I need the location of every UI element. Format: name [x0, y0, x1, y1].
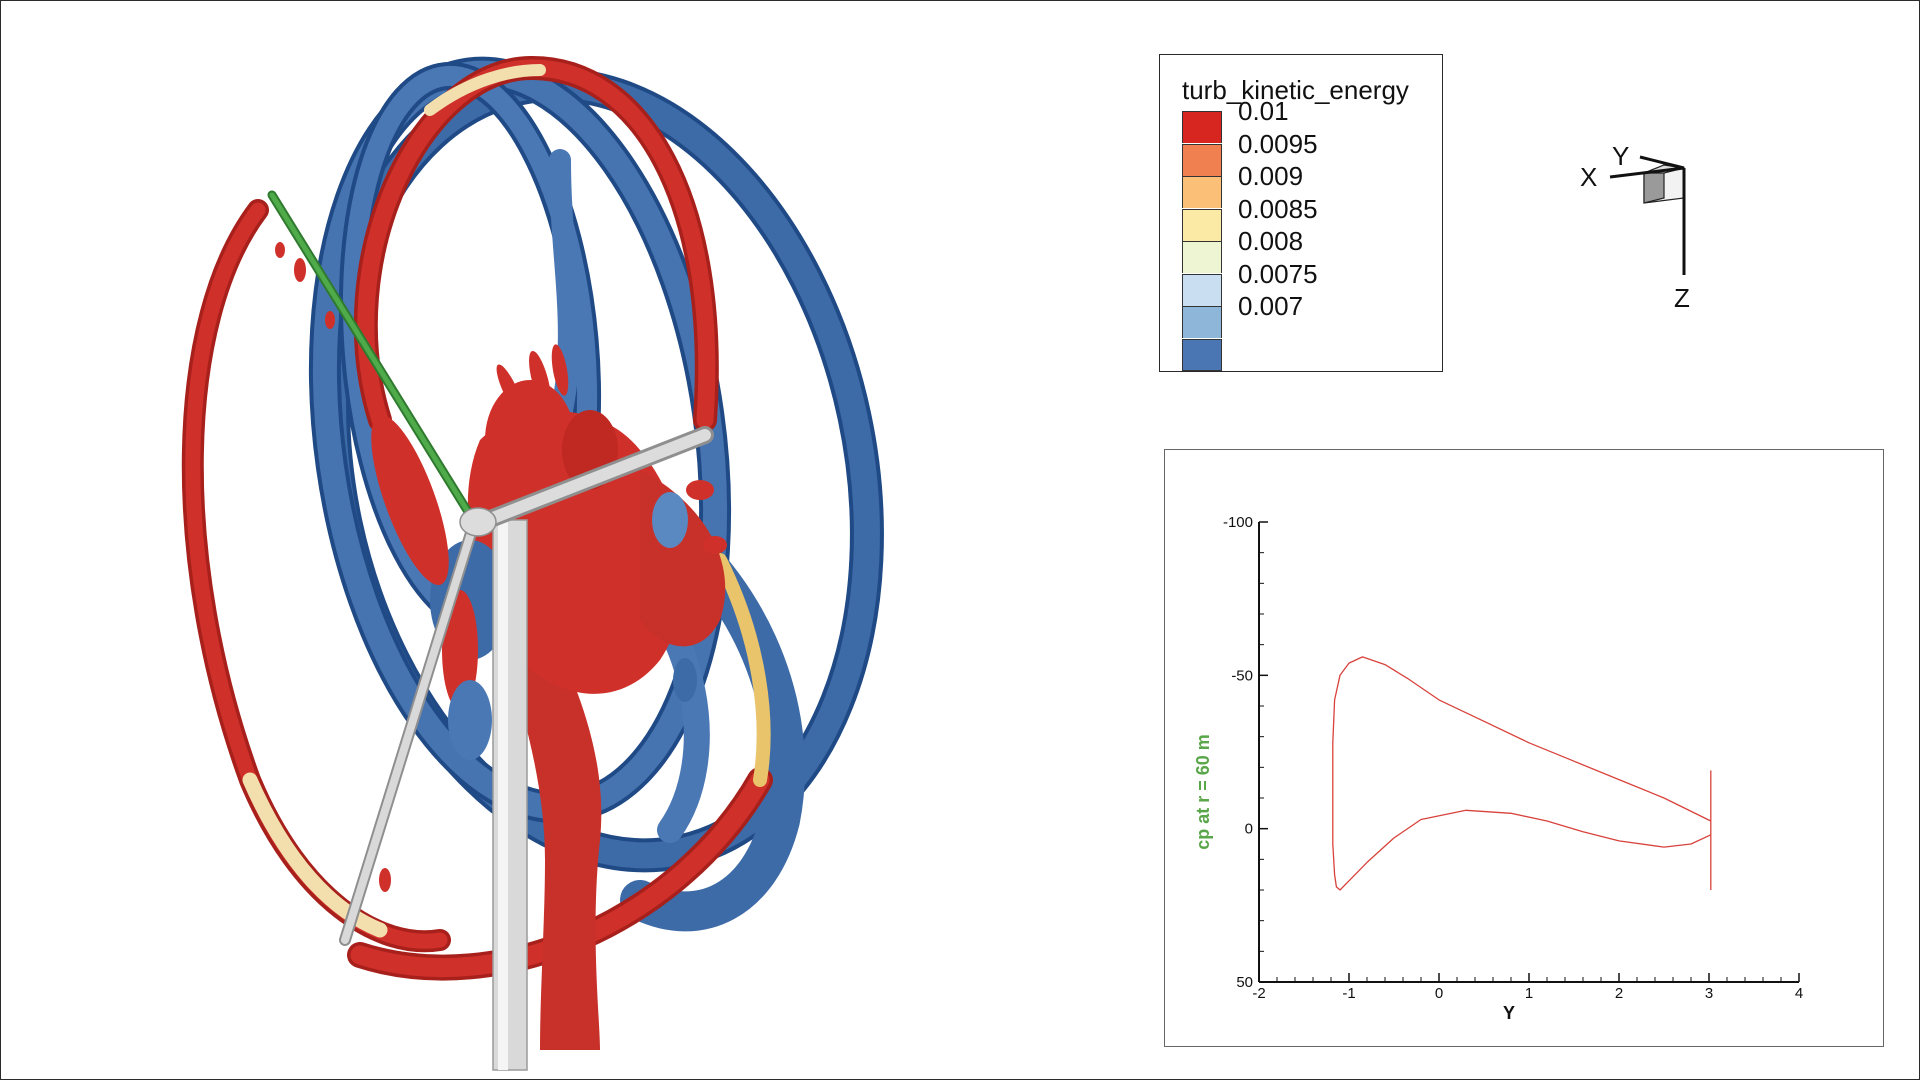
legend-row [1182, 338, 1422, 371]
turbine-tower [492, 519, 528, 1071]
red-vortex-side-bright [713, 553, 771, 787]
legend-swatch [1182, 306, 1222, 338]
axis-triad[interactable]: X Y Z [1560, 135, 1710, 325]
legend-label: 0.01 [1238, 96, 1289, 126]
triad-x-axis [1609, 166, 1685, 179]
x-axis-title: Y [1503, 1003, 1515, 1023]
legend-row: 0.0075 [1182, 259, 1422, 306]
legend-swatch [1182, 241, 1222, 273]
y-axis-title: cp at r = 60 m [1193, 734, 1213, 850]
x-tick-label: -1 [1342, 985, 1355, 1002]
triad-y-label: Y [1612, 141, 1629, 171]
y-tick-label: -100 [1223, 514, 1253, 531]
y-tick-label: 0 [1245, 821, 1253, 838]
red-vortex-left-bright [242, 772, 388, 938]
x-tick-label: 1 [1525, 985, 1533, 1002]
legend-swatch [1182, 143, 1222, 176]
x-tick-label: 4 [1795, 985, 1803, 1002]
legend-swatch [1182, 111, 1222, 143]
cp-series-line-1 [1332, 656, 1712, 891]
legend-label: 0.008 [1238, 226, 1304, 256]
tower-highlight [498, 520, 508, 1070]
legend-swatch [1182, 338, 1222, 371]
triad-y-axis [1639, 155, 1685, 170]
triad-z-label: Z [1674, 283, 1690, 313]
legend-row: 0.007 [1182, 291, 1422, 338]
legend-label: 0.0095 [1238, 128, 1318, 159]
legend-swatch [1182, 176, 1222, 208]
turbine-blades [267, 190, 714, 946]
x-tick-label: 0 [1435, 985, 1443, 1002]
x-tick-label: -2 [1252, 985, 1265, 1002]
legend-swatch [1182, 273, 1222, 306]
legend-label: 0.0085 [1238, 193, 1318, 224]
turbine-wake-visualization[interactable] [0, 0, 1100, 1080]
red-vortex-top-bright [424, 64, 546, 116]
legend-label: 0.009 [1238, 161, 1304, 191]
y-tick-label: 50 [1236, 974, 1253, 991]
x-tick-label: 3 [1705, 985, 1713, 1002]
legend-label: 0.007 [1238, 291, 1304, 321]
y-tick-label: -50 [1231, 667, 1253, 684]
legend-label: 0.0075 [1238, 258, 1318, 289]
legend-row: 0.01 [1182, 96, 1422, 143]
legend-row: 0.009 [1182, 161, 1422, 208]
cp-line-chart[interactable]: -2 -1 0 1 2 3 4 -100 -50 0 50 Ycp at r = 60 m [1165, 450, 1883, 1046]
triad-x-label: X [1580, 162, 1597, 192]
turbine-hub [459, 507, 497, 537]
legend-swatch [1182, 208, 1222, 241]
legend-row: 0.0085 [1182, 194, 1422, 241]
red-vortex-rings [181, 55, 773, 981]
legend-row: 0.008 [1182, 226, 1422, 273]
legend-row: 0.0095 [1182, 129, 1422, 176]
legend-title: turb_kinetic_energy [1182, 75, 1409, 105]
x-tick-label: 2 [1615, 985, 1623, 1002]
color-legend: turb_kinetic_energy 0.01 0.0095 0.009 0.008… [1159, 54, 1443, 372]
